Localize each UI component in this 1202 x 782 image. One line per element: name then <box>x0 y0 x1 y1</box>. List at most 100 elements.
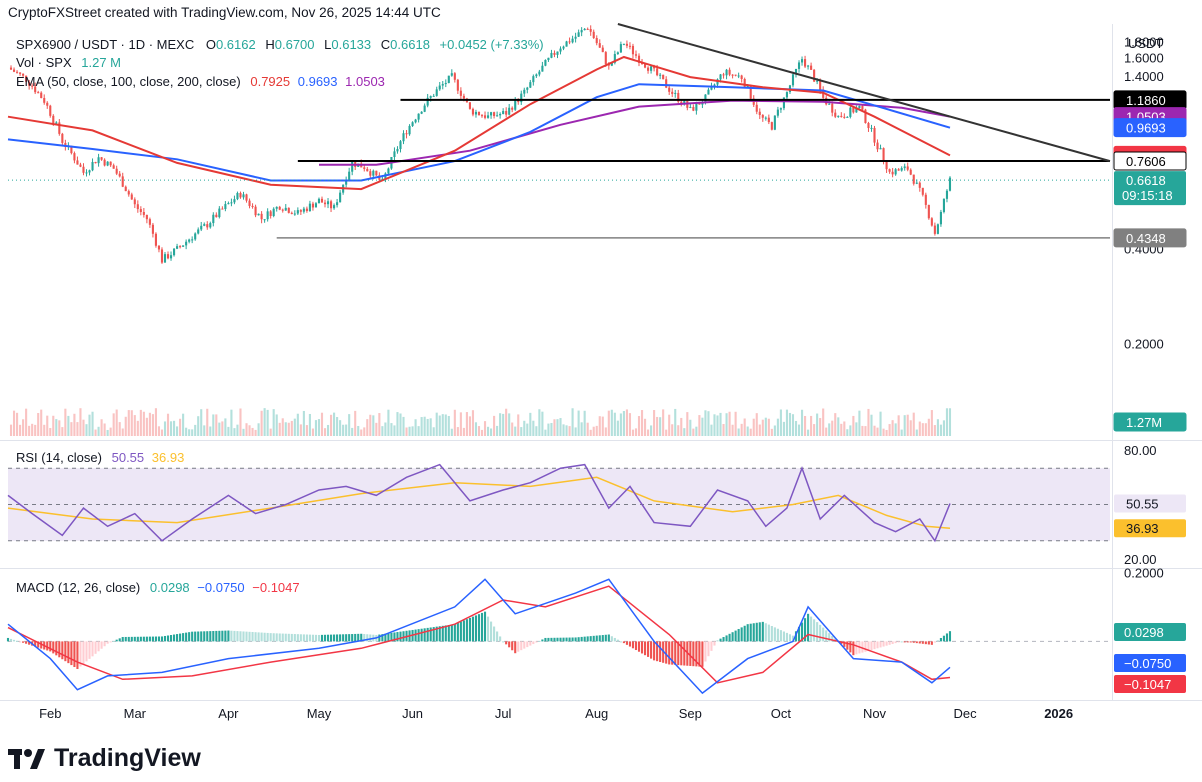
candle-body <box>912 174 915 184</box>
candle-body <box>837 115 840 117</box>
candle <box>595 35 598 46</box>
candle <box>927 204 930 220</box>
macd-hist-bar <box>188 632 191 642</box>
tradingview-logo[interactable]: TV TradingView <box>8 744 201 773</box>
volume-bar <box>342 424 345 436</box>
volume-bar <box>366 419 369 436</box>
volume-bar <box>601 416 604 436</box>
candle <box>496 111 499 117</box>
macd-hist-bar <box>254 632 257 642</box>
candle-body <box>179 246 182 248</box>
macd-hist-bar <box>218 630 221 642</box>
volume-bar <box>888 424 891 436</box>
symbol-legend[interactable]: SPX6900 / USDT · 1D · MEXC O0.6162 H0.67… <box>16 37 544 52</box>
volume-bar <box>858 410 861 436</box>
volume-bar <box>459 412 462 436</box>
macd-hist-bar <box>535 641 538 643</box>
volume-bar <box>408 426 411 436</box>
candle <box>308 200 311 212</box>
ema-legend[interactable]: EMA (50, close, 100, close, 200, close) … <box>16 74 385 89</box>
volume-bar <box>659 417 662 436</box>
candle-body <box>653 66 656 69</box>
candle-body <box>948 177 952 191</box>
macd-hist-bar <box>70 641 73 666</box>
macd-hist-bar <box>281 633 284 642</box>
macd-hist-bar <box>197 631 200 642</box>
macd-hist-bar <box>12 639 16 642</box>
candle-body <box>598 43 601 48</box>
macd-hist-bar <box>568 637 571 642</box>
macd-hist-bar <box>91 641 94 657</box>
candle-body <box>438 85 441 90</box>
candle <box>363 165 366 172</box>
ema100-line <box>7 83 951 182</box>
candle-body <box>755 104 758 112</box>
candle <box>942 198 946 214</box>
volume-bar <box>541 411 544 436</box>
candle <box>474 109 478 118</box>
macd-hist-bar <box>529 641 532 646</box>
candle <box>269 210 272 219</box>
candle-body <box>333 205 336 209</box>
candle <box>218 206 221 219</box>
volume-bar <box>302 410 305 436</box>
macd-hist-bar <box>172 634 176 642</box>
candle-body <box>426 97 429 106</box>
candle <box>921 187 924 197</box>
macd-hist-bar <box>595 635 598 642</box>
macd-hist-bar <box>212 631 215 642</box>
volume-bar <box>728 411 731 436</box>
candle <box>233 195 236 205</box>
macd-hist-bar <box>788 634 792 642</box>
candle-body <box>785 92 789 98</box>
candle-body <box>631 45 635 55</box>
volume-bar <box>49 428 52 436</box>
volume-bar <box>299 424 302 436</box>
volume-bar <box>221 421 224 436</box>
volume-bar <box>746 426 749 436</box>
candle-body <box>713 84 716 86</box>
rsi-legend[interactable]: RSI (14, close) 50.55 36.93 <box>16 450 184 465</box>
volume-bar <box>194 424 197 436</box>
volume-bar <box>387 409 390 436</box>
volume-bar <box>257 423 260 436</box>
candle <box>296 207 299 216</box>
candle <box>692 104 695 112</box>
candle <box>785 91 789 101</box>
price-tag-label: 1.27M <box>1126 415 1162 430</box>
candle-body <box>643 63 647 68</box>
candle <box>242 191 245 200</box>
macd-line <box>7 578 951 695</box>
volume-legend[interactable]: Vol · SPX 1.27 M <box>16 55 121 70</box>
macd-hist-bar <box>816 622 819 642</box>
macd-hist-bar <box>776 628 779 642</box>
volume-bar <box>284 422 287 436</box>
candle-body <box>731 74 734 76</box>
time-tick-label: Jul <box>495 706 512 721</box>
volume-bar <box>502 413 505 436</box>
candle-body <box>782 97 785 109</box>
candle <box>677 89 680 105</box>
volume-bar <box>456 427 459 436</box>
macd-hist-bar <box>846 641 849 650</box>
macd-hist-bar <box>16 640 19 642</box>
candle-body <box>248 200 251 206</box>
macd-hist-bar <box>438 626 441 642</box>
candle-body <box>692 106 695 111</box>
volume-bar <box>453 409 456 436</box>
volume-bar <box>429 418 432 436</box>
macd-hist-bar <box>870 641 873 651</box>
candle-body <box>647 67 650 71</box>
macd-legend[interactable]: MACD (12, 26, close) 0.0298 −0.0750 −0.1… <box>16 580 300 595</box>
macd-hist-bar <box>813 619 816 642</box>
volume-bar <box>43 424 46 436</box>
candle <box>263 219 266 223</box>
macd-hist-bar <box>948 631 952 642</box>
volume-bar <box>260 410 263 436</box>
candle-body <box>70 145 73 154</box>
volume-bar <box>103 423 106 436</box>
volume-bar <box>490 428 493 436</box>
bar-countdown: 09:15:18 <box>1122 188 1173 203</box>
volume-bar <box>707 411 710 436</box>
macd-hist-bar <box>6 637 10 642</box>
